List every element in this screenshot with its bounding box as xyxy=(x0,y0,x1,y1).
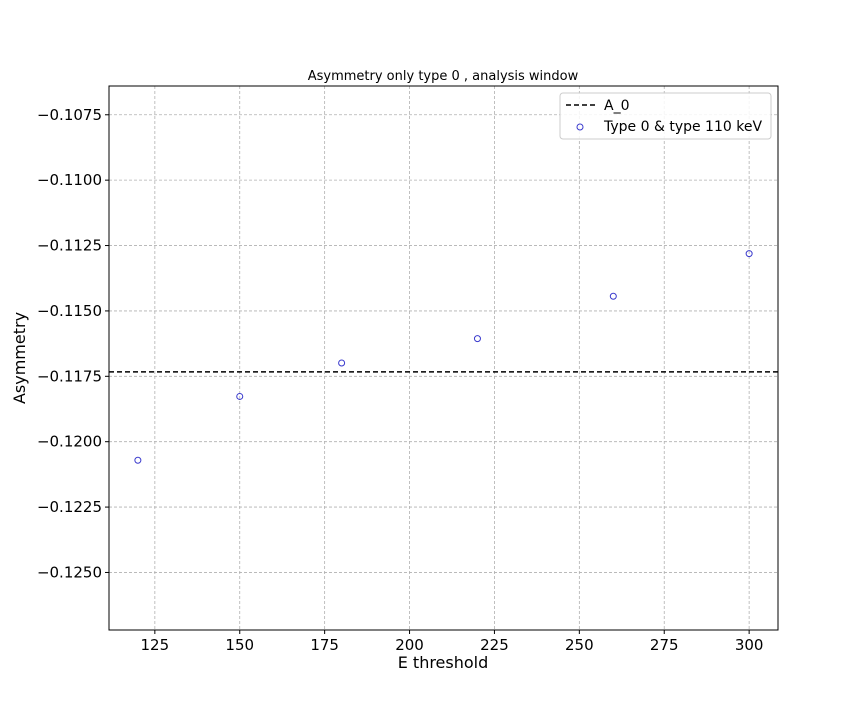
data-point xyxy=(236,392,244,400)
legend-label-series: Type 0 & type 110 keV xyxy=(603,119,762,135)
data-point xyxy=(338,359,346,367)
y-tick-label: −0.1150 xyxy=(37,302,102,320)
x-tick-label: 275 xyxy=(650,636,679,654)
y-axis-ticks: −0.1075 −0.1100 −0.1125 −0.1150 −0.1175 −0.12… xyxy=(37,106,109,581)
data-point xyxy=(473,335,481,343)
data-point xyxy=(134,456,142,464)
grid xyxy=(109,86,778,630)
x-tick-label: 200 xyxy=(395,636,424,654)
plot-frame xyxy=(108,85,779,631)
y-tick-label: −0.1250 xyxy=(37,563,102,581)
x-tick-label: 300 xyxy=(735,636,764,654)
data-point xyxy=(609,292,617,300)
data-points xyxy=(134,250,753,464)
legend-marker-swatch xyxy=(576,123,584,131)
x-tick-label: 150 xyxy=(225,636,254,654)
y-tick-label: −0.1225 xyxy=(37,498,102,516)
y-axis-label: Asymmetry xyxy=(10,312,29,404)
y-tick-label: −0.1200 xyxy=(37,433,102,451)
y-tick-label: −0.1075 xyxy=(37,106,102,124)
x-tick-label: 175 xyxy=(310,636,339,654)
x-tick-label: 125 xyxy=(141,636,170,654)
legend: A_0 Type 0 & type 110 keV xyxy=(559,92,772,140)
y-tick-label: −0.1125 xyxy=(37,237,102,255)
x-axis-label: E threshold xyxy=(398,653,489,672)
y-tick-label: −0.1175 xyxy=(37,367,102,385)
x-tick-label: 250 xyxy=(565,636,594,654)
x-tick-label: 225 xyxy=(480,636,509,654)
x-axis-ticks: 125 150 175 200 225 250 275 300 xyxy=(141,630,764,654)
legend-box xyxy=(559,92,772,140)
legend-label-a0: A_0 xyxy=(604,98,629,114)
chart-title: Asymmetry only type 0 , analysis window xyxy=(308,69,579,84)
y-tick-label: −0.1100 xyxy=(37,171,102,189)
data-point xyxy=(745,250,753,258)
